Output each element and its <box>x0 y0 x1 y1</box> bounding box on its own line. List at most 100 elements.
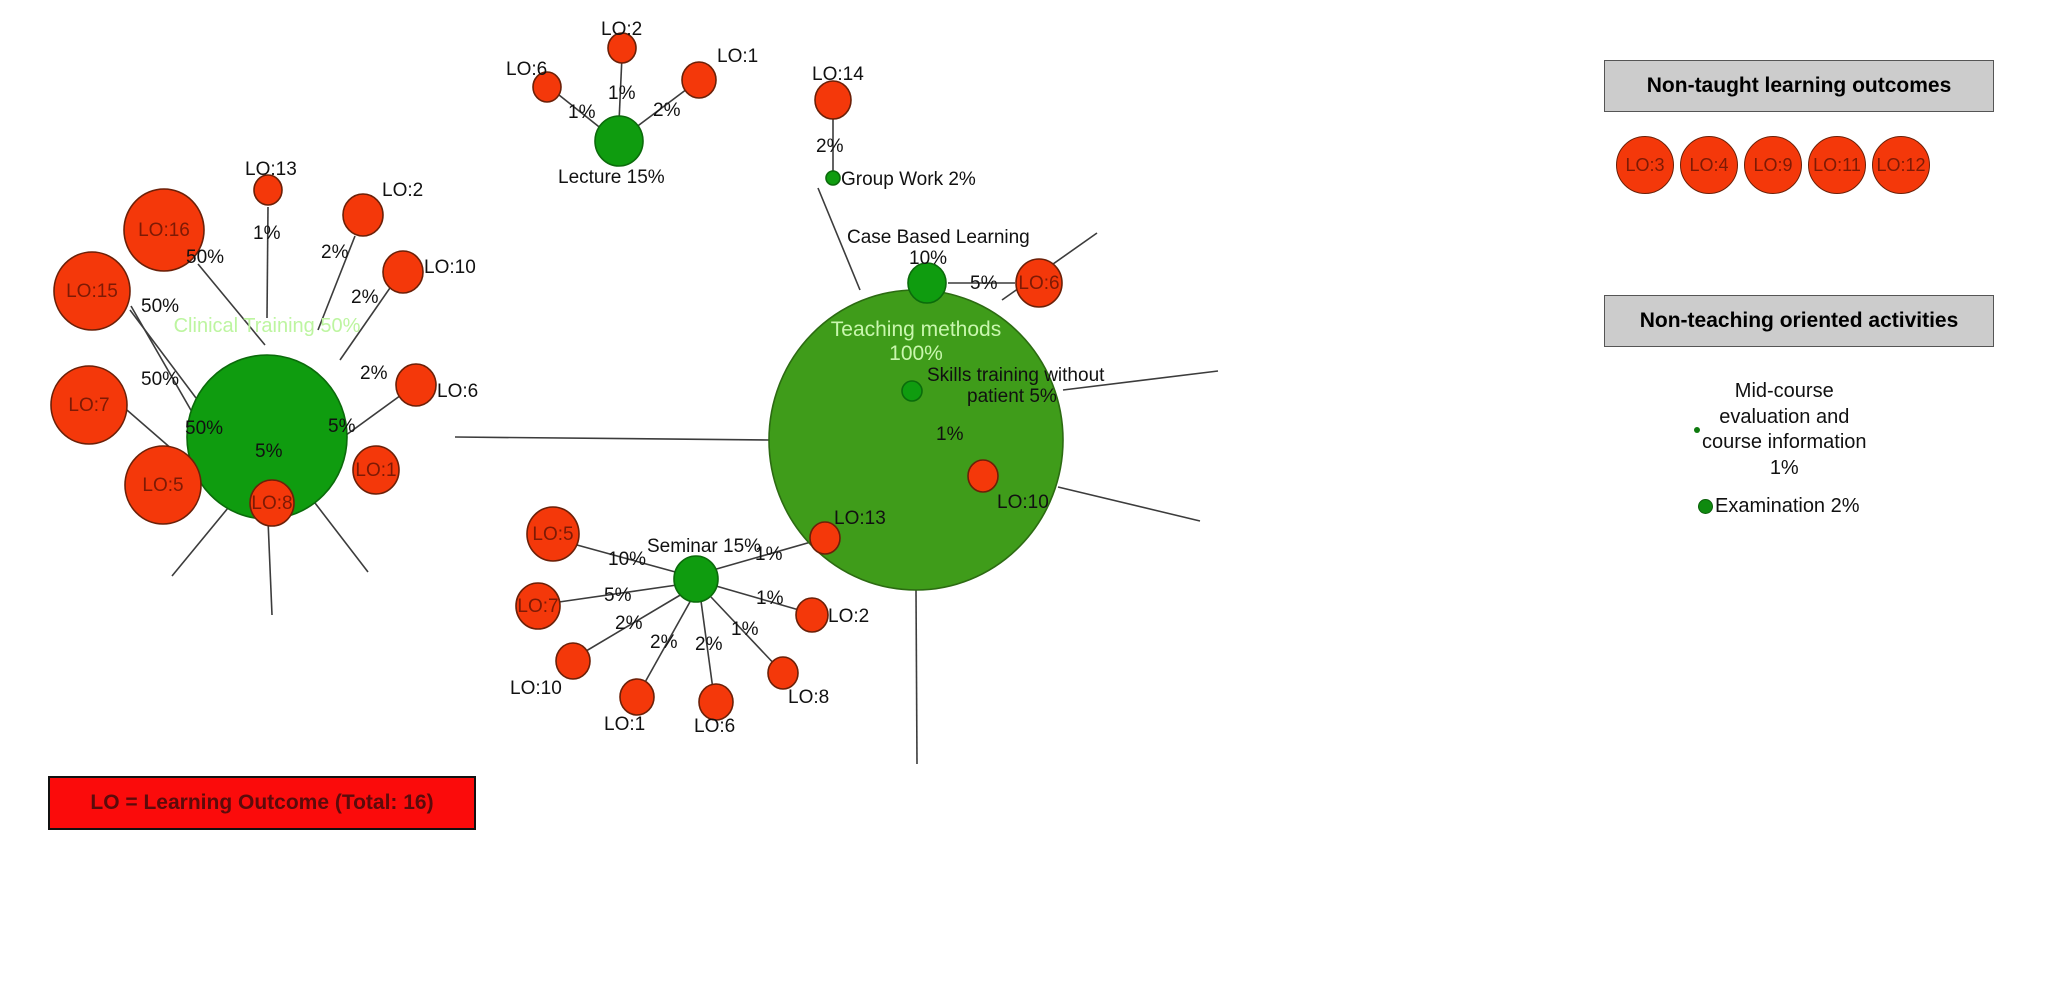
lo-legend-box: LO = Learning Outcome (Total: 16) <box>48 776 476 830</box>
edge-label-seminar-lo10: 2% <box>615 613 643 634</box>
activity-label-examination: Examination 2% <box>1715 495 1860 517</box>
node-skills-lo10[interactable] <box>967 459 999 493</box>
node-lecture-lo6-label: LO:6 <box>506 59 547 80</box>
node-seminar-lo13[interactable] <box>809 521 841 555</box>
edge-label-skills-lo10: 1% <box>936 424 964 445</box>
node-clinical-lo5[interactable] <box>124 445 202 525</box>
edge-seminar-lo13 <box>712 539 819 571</box>
edge-clinical-lo10 <box>339 284 393 361</box>
node-lecture-lo1[interactable] <box>681 61 717 99</box>
edge-seminar-lo7 <box>551 584 678 604</box>
edge-label-lecture-lo2: 1% <box>608 83 636 104</box>
node-seminar-lo2-label: LO:2 <box>828 606 869 627</box>
edge-label-clinical-lo5: 50% <box>185 418 223 439</box>
non-taught-panel: Non-taught learning outcomes LO:3 LO:4 L… <box>1604 60 1994 194</box>
node-seminar-lo8[interactable] <box>767 656 799 690</box>
node-clinical-lo15-text: LO:15 <box>66 281 118 302</box>
activity-item-mid-course-evaluation[interactable]: Mid-course evaluation and course informa… <box>1694 379 1867 481</box>
node-skills-training-label-2: patient 5% <box>967 386 1057 407</box>
node-clinical-lo8[interactable] <box>249 479 295 527</box>
edge-label-clinical-lo13: 1% <box>253 223 281 244</box>
node-clinical-lo15[interactable] <box>53 251 131 331</box>
green-dot-icon <box>1698 499 1713 514</box>
edge-label-seminar-lo6: 2% <box>695 634 723 655</box>
node-clinical-lo16-text: LO:16 <box>138 220 190 241</box>
edge-root-to-seminar <box>915 589 918 765</box>
node-case-based-learning-label-2: 10% <box>909 248 947 269</box>
node-seminar-lo1[interactable] <box>619 678 655 716</box>
node-clinical-lo10[interactable] <box>382 250 424 294</box>
node-lecture-lo2[interactable] <box>607 32 637 64</box>
edge-clinical-lo5 <box>171 507 229 577</box>
edge-seminar-lo8 <box>710 596 780 670</box>
non-taught-lo-chip[interactable]: LO:11 <box>1808 136 1866 194</box>
node-skills-training-label-1: Skills training without <box>927 365 1105 386</box>
edge-label-seminar-lo8: 1% <box>731 619 759 640</box>
node-clinical-lo2-label: LO:2 <box>382 180 423 201</box>
node-group-work[interactable] <box>825 170 841 186</box>
edge-seminar-lo10 <box>575 593 683 658</box>
edge-root-to-case-based-learning <box>1062 370 1219 391</box>
node-seminar-lo7[interactable] <box>515 582 561 630</box>
node-clinical-lo16[interactable] <box>123 188 205 272</box>
non-taught-lo-row: LO:3 LO:4 LO:9 LO:11 LO:12 <box>1604 136 1994 194</box>
node-group-work-label: Group Work 2% <box>841 169 976 190</box>
node-seminar[interactable] <box>673 555 719 603</box>
node-seminar-lo2[interactable] <box>795 597 829 633</box>
node-cbl-lo6[interactable] <box>1015 258 1063 308</box>
edge-label-groupwork-lo14: 2% <box>816 136 844 157</box>
edge-label-clinical-lo1: 5% <box>328 416 356 437</box>
node-clinical-lo6[interactable] <box>395 363 437 407</box>
node-skills-training[interactable] <box>901 380 923 402</box>
node-clinical-lo13-label: LO:13 <box>245 159 297 180</box>
node-clinical-lo13[interactable] <box>253 174 283 206</box>
node-seminar-lo6-label: LO:6 <box>694 716 735 737</box>
node-lecture-lo2-label: LO:2 <box>601 19 642 40</box>
edge-label-seminar-lo2: 1% <box>756 588 784 609</box>
node-groupwork-lo14-label: LO:14 <box>812 64 864 85</box>
node-lecture[interactable] <box>594 115 644 167</box>
node-clinical-lo7[interactable] <box>50 365 128 445</box>
node-groupwork-lo14[interactable] <box>814 80 852 120</box>
edge-clinical-lo15b <box>130 305 193 413</box>
node-seminar-lo7-text: LO:7 <box>517 596 558 617</box>
non-taught-lo-chip[interactable]: LO:12 <box>1872 136 1930 194</box>
edge-root-to-clinical-training <box>454 436 771 441</box>
node-seminar-lo10[interactable] <box>555 642 591 680</box>
node-lecture-lo1-label: LO:1 <box>717 46 758 67</box>
node-seminar-lo5-text: LO:5 <box>532 524 573 545</box>
edge-seminar-lo5 <box>576 544 680 574</box>
edge-label-seminar-lo13: 1% <box>755 544 783 565</box>
node-teaching-methods-label-1: Teaching methods <box>831 318 1001 341</box>
node-case-based-learning[interactable] <box>907 262 947 304</box>
node-clinical-lo5-text: LO:5 <box>142 475 183 496</box>
edge-clinical-lo6 <box>341 389 409 439</box>
node-seminar-lo5[interactable] <box>526 506 580 562</box>
edge-label-clinical-lo15: 50% <box>141 296 179 317</box>
node-clinical-lo8-text: LO:8 <box>251 493 292 514</box>
green-dot-icon <box>1694 427 1700 434</box>
activity-label-block: Mid-course evaluation and course informa… <box>1702 379 1867 481</box>
node-seminar-lo6[interactable] <box>698 683 734 721</box>
edge-seminar-lo1 <box>638 599 692 694</box>
non-taught-lo-chip[interactable]: LO:3 <box>1616 136 1674 194</box>
edge-clinical-lo1 <box>314 502 369 573</box>
edge-label-clinical-lo10: 2% <box>351 287 379 308</box>
edge-label-clinical-lo16: 50% <box>186 247 224 268</box>
non-taught-lo-chip[interactable]: LO:9 <box>1744 136 1802 194</box>
node-clinical-lo1[interactable] <box>352 445 400 495</box>
activity-label-line2: evaluation and <box>1719 405 1850 428</box>
edge-label-clinical-lo2: 2% <box>321 242 349 263</box>
node-clinical-lo7-text: LO:7 <box>68 395 109 416</box>
edge-root-to-lecture <box>817 187 861 291</box>
edge-label-lecture-lo6: 1% <box>568 102 596 123</box>
node-clinical-lo2[interactable] <box>342 193 384 237</box>
non-teaching-panel-title: Non-teaching oriented activities <box>1604 295 1994 347</box>
non-taught-lo-chip[interactable]: LO:4 <box>1680 136 1738 194</box>
edge-label-clinical-lo6: 2% <box>360 363 388 384</box>
edge-clinical-lo2 <box>317 235 356 331</box>
activity-item-examination[interactable]: Examination 2% <box>1698 495 1860 518</box>
node-clinical-lo10-label: LO:10 <box>424 257 476 278</box>
node-lecture-lo6[interactable] <box>532 71 562 103</box>
